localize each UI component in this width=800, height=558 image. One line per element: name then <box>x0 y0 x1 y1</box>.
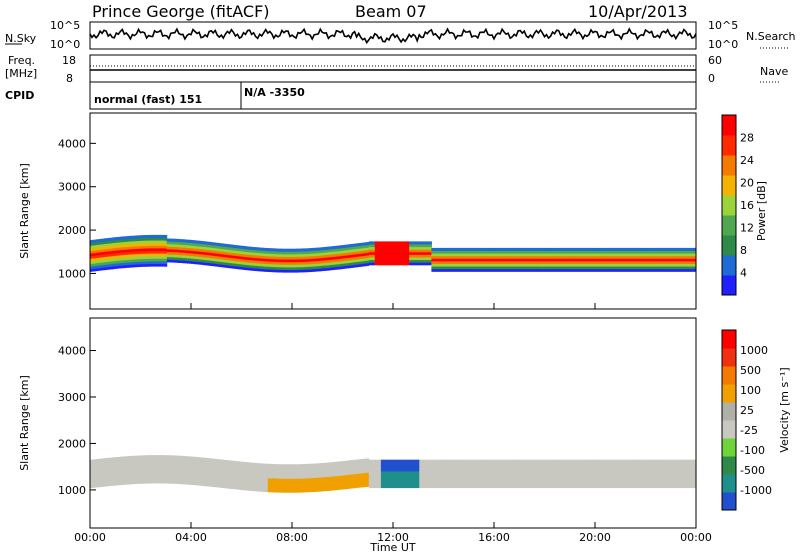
noise-tick-left-bottom: 10^0 <box>50 38 80 51</box>
cpid-segment-1: normal (fast) 151 <box>94 93 202 106</box>
freq-label: Freq. <box>8 54 35 67</box>
freq-panel-frame <box>90 55 696 82</box>
nsearch-label: N.Search <box>746 30 796 43</box>
freq-unit-label: [MHz] <box>5 67 37 80</box>
nsky-label: N.Sky <box>5 32 37 45</box>
nave-tick-top: 60 <box>708 54 722 67</box>
cpid-label: CPID <box>5 89 34 102</box>
date-title: 10/Apr/2013 <box>588 2 688 21</box>
power-ylabel: Slant Range [km] <box>18 163 31 259</box>
velocity-heatmap-cells <box>90 455 697 493</box>
freq-tick-top: 18 <box>62 54 76 67</box>
power-heatmap-cells <box>90 235 697 273</box>
power-y-tick-label: 4000 <box>58 137 86 150</box>
beam-title: Beam 07 <box>355 2 427 21</box>
power-y-tick-label: 3000 <box>58 181 86 194</box>
nave-tick-bottom: 0 <box>708 72 715 85</box>
freq-tick-bottom: 8 <box>66 72 73 85</box>
noise-sky-series <box>90 29 696 43</box>
noise-tick-right-top: 10^5 <box>708 19 738 32</box>
noise-tick-right-bottom: 10^0 <box>708 38 738 51</box>
power-cell <box>165 235 168 238</box>
station-title: Prince George (fitACF) <box>92 2 270 21</box>
power-panel-frame <box>90 113 696 309</box>
power-y-tick-label: 1000 <box>58 267 86 280</box>
power-cell <box>429 241 432 244</box>
power-y-tick-label: 2000 <box>58 224 86 237</box>
cpid-segment-2: N/A -3350 <box>244 86 305 99</box>
nave-label: Nave <box>760 65 788 78</box>
noise-tick-left-top: 10^5 <box>50 19 80 32</box>
